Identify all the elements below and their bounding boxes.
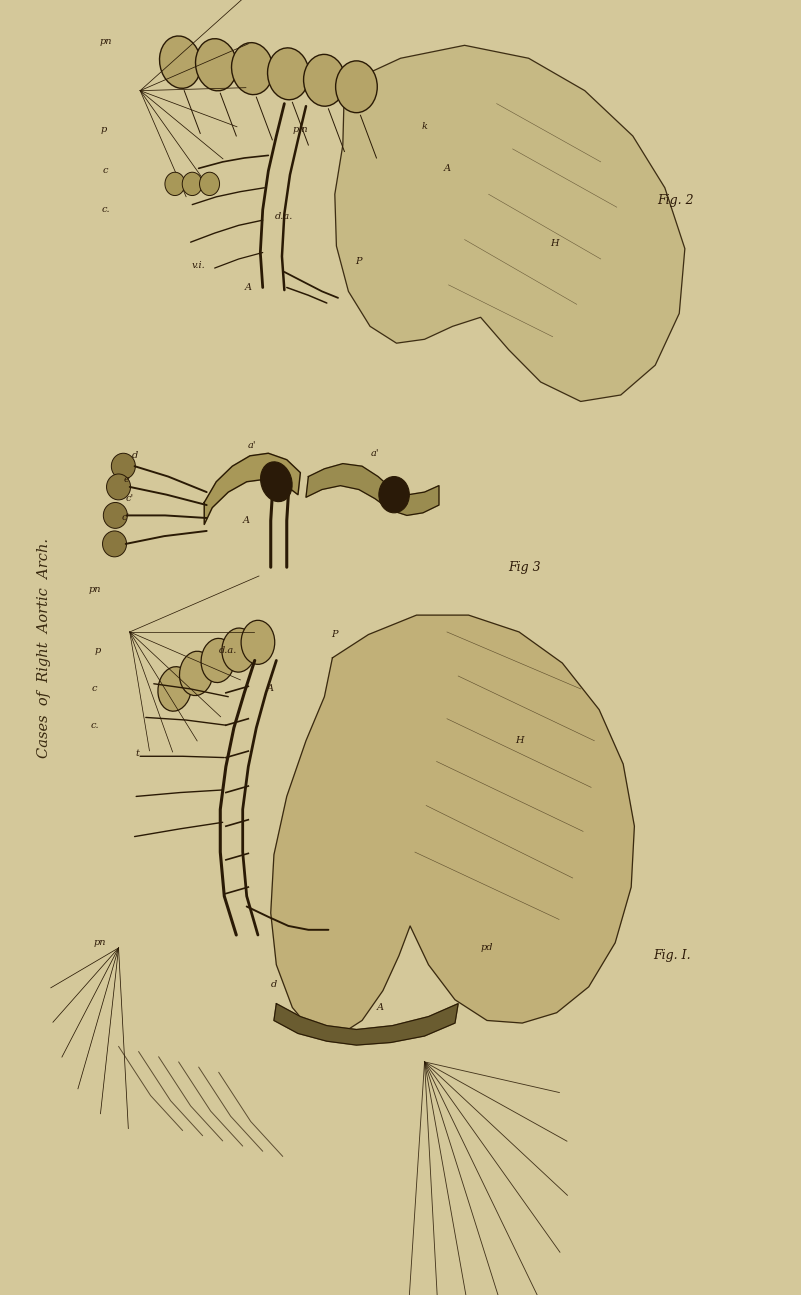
Ellipse shape — [182, 172, 202, 196]
Ellipse shape — [222, 628, 256, 672]
Text: c: c — [92, 685, 97, 693]
Text: pn: pn — [94, 939, 107, 947]
Ellipse shape — [159, 36, 201, 88]
Ellipse shape — [379, 477, 409, 513]
Text: pn: pn — [99, 38, 112, 45]
Text: d: d — [131, 452, 138, 460]
Text: k: k — [421, 123, 428, 131]
Text: A: A — [401, 499, 408, 506]
Text: A: A — [268, 685, 274, 693]
Text: P: P — [356, 258, 362, 265]
Text: c': c' — [126, 495, 134, 502]
Text: A: A — [377, 1004, 384, 1011]
Polygon shape — [335, 45, 685, 401]
Ellipse shape — [241, 620, 275, 664]
Polygon shape — [274, 1004, 458, 1045]
Text: a': a' — [371, 449, 379, 457]
Text: t: t — [136, 750, 139, 758]
Text: c.: c. — [91, 721, 99, 729]
Text: v.i.: v.i. — [191, 262, 206, 269]
Text: pd: pd — [481, 944, 493, 952]
Ellipse shape — [103, 502, 127, 528]
Text: Fig. 2: Fig. 2 — [657, 194, 694, 207]
Ellipse shape — [199, 172, 219, 196]
Text: c: c — [103, 167, 108, 175]
Ellipse shape — [201, 638, 235, 682]
Ellipse shape — [165, 172, 185, 196]
Text: Fig. I.: Fig. I. — [653, 949, 690, 962]
Text: Cases  of  Right  Aortic  Arch.: Cases of Right Aortic Arch. — [37, 537, 51, 758]
Ellipse shape — [336, 61, 377, 113]
Ellipse shape — [195, 39, 237, 91]
Text: p: p — [95, 646, 101, 654]
Ellipse shape — [304, 54, 345, 106]
Text: p.n: p.n — [292, 126, 308, 133]
Text: Fig 3: Fig 3 — [509, 561, 541, 574]
Text: A: A — [244, 517, 250, 524]
Ellipse shape — [268, 48, 309, 100]
Text: a': a' — [248, 442, 256, 449]
Text: H: H — [515, 737, 523, 745]
Ellipse shape — [231, 43, 273, 95]
Text: e: e — [123, 475, 130, 483]
Text: P: P — [332, 631, 338, 638]
Text: d.a.: d.a. — [276, 212, 293, 220]
Ellipse shape — [111, 453, 135, 479]
Text: d.a.: d.a. — [219, 646, 237, 654]
Text: A: A — [245, 284, 252, 291]
Polygon shape — [306, 464, 439, 515]
Text: pn: pn — [88, 585, 101, 593]
Polygon shape — [204, 453, 300, 524]
Text: H: H — [550, 240, 558, 247]
Text: d: d — [271, 980, 277, 988]
Text: p: p — [101, 126, 107, 133]
Polygon shape — [271, 615, 634, 1036]
Text: c': c' — [122, 514, 130, 522]
Ellipse shape — [103, 531, 127, 557]
Ellipse shape — [107, 474, 131, 500]
Ellipse shape — [179, 651, 213, 695]
Text: A: A — [444, 164, 450, 172]
Ellipse shape — [158, 667, 191, 711]
Text: c.: c. — [102, 206, 110, 214]
Ellipse shape — [260, 462, 292, 501]
